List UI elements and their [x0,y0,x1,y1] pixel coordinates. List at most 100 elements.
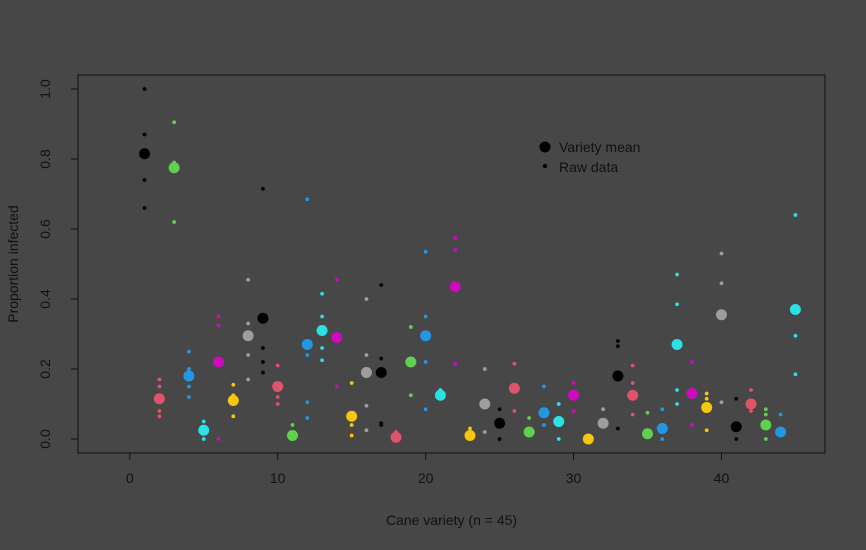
raw-data-point [364,403,369,408]
raw-data-point [468,426,472,431]
variety-mean-point [597,417,609,429]
y-tick-label: 0.2 [37,359,53,379]
raw-data-point [246,277,251,282]
raw-data-point [275,395,280,399]
x-tick-label: 30 [566,470,582,486]
raw-data-point [482,430,487,434]
raw-data-point [423,360,428,364]
legend-label-raw: Raw data [559,159,618,175]
raw-data-point [305,197,310,202]
raw-data-point [216,323,221,328]
legend-label-mean: Variety mean [559,139,640,155]
plot-box [77,74,826,454]
raw-data-point [216,314,221,319]
raw-data-point [527,416,532,420]
raw-data-point [275,402,280,406]
variety-mean-point [641,428,653,440]
variety-mean-point [405,356,417,368]
raw-data-point [556,437,561,441]
variety-mean-point [227,395,239,406]
raw-data-point [142,87,147,91]
variety-mean-point [286,430,298,441]
raw-data-point [630,412,635,417]
raw-data-point [704,391,709,396]
y-tick-label: 0.8 [37,149,53,169]
raw-data-point [142,132,147,137]
x-tick-label: 20 [418,470,434,486]
raw-data-point [763,407,768,412]
raw-data-point [689,360,694,364]
raw-data-point [616,339,620,343]
raw-data-point [763,437,768,441]
variety-mean-point [390,431,402,443]
raw-data-point [749,409,753,413]
raw-data-point [187,349,191,354]
raw-data-point [157,414,162,419]
raw-data-point [320,346,324,350]
raw-data-point [704,396,709,401]
raw-data-point [793,333,798,338]
raw-data-point [216,437,221,441]
raw-data-point [793,372,798,377]
raw-data-point [408,393,413,398]
y-tick-label: 1.0 [37,79,53,99]
raw-data-point [320,358,324,363]
y-axis-label: Proportion infected [5,205,21,323]
raw-data-point [793,213,798,217]
x-tick-label: 0 [126,470,134,486]
raw-data-point [763,412,768,417]
raw-data-point [423,249,428,254]
raw-data-point [305,400,310,405]
variety-mean-point [464,430,476,441]
raw-data-point [630,363,635,368]
variety-mean-point [553,416,565,427]
raw-data-point [616,426,620,431]
raw-data-point [675,388,679,392]
raw-data-point [379,283,384,287]
raw-data-point [408,325,413,329]
raw-data-point [142,206,147,210]
variety-mean-point [671,339,683,350]
raw-data-point [290,423,295,427]
variety-mean-point [272,381,284,392]
raw-data-point [719,400,724,405]
data-points [139,87,801,445]
raw-data-point [660,437,665,441]
variety-mean-point [316,325,328,336]
raw-data-point [453,361,458,366]
variety-mean-point [198,424,210,436]
raw-data-point [497,437,502,441]
raw-data-point [512,409,517,413]
variety-mean-point [523,426,535,438]
raw-data-point [305,416,310,420]
raw-data-point [630,381,635,385]
raw-data-point [675,272,679,277]
raw-data-point [349,423,354,427]
raw-data-point [320,291,324,296]
raw-data-point [261,186,265,191]
raw-data-point [261,370,265,375]
raw-data-point [231,382,236,387]
x-tick-label: 10 [270,470,286,486]
y-tick-label: 0.0 [37,429,53,449]
raw-data-point [719,251,724,256]
raw-data-point [542,423,546,427]
variety-mean-point [612,370,624,382]
raw-data-point [246,377,251,382]
raw-data-point [556,402,561,406]
raw-data-point [275,363,280,368]
raw-data-point [142,178,147,182]
variety-mean-point [213,356,225,368]
variety-mean-point [375,367,387,378]
legend-marker-large [539,141,551,153]
variety-mean-point [301,339,313,350]
x-tick-label: 40 [714,470,730,486]
raw-data-point [364,297,369,301]
legend: Variety mean Raw data [539,139,640,175]
variety-mean-point [730,421,742,433]
variety-mean-point [153,393,165,405]
variety-mean-point [538,407,550,419]
x-axis-label: Cane variety (n = 45) [386,512,517,528]
variety-mean-point [656,423,668,434]
